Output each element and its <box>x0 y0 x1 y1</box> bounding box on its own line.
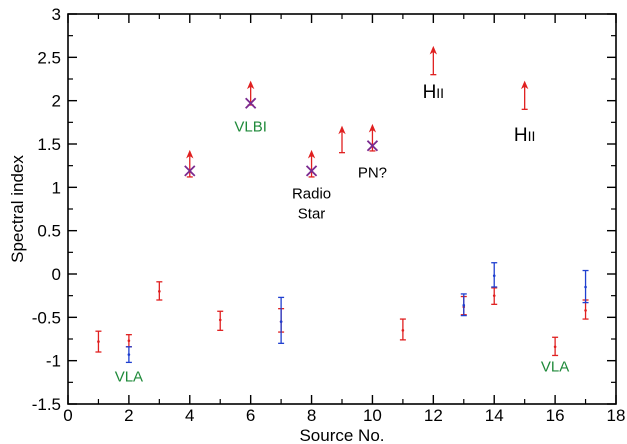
annotation-star: Star <box>298 205 326 222</box>
x-marker-point <box>366 140 379 152</box>
lower-limit-point <box>338 125 346 154</box>
x-marker-stroke <box>245 97 257 109</box>
error-bar-point <box>95 330 102 353</box>
error-bar-point <box>217 310 224 331</box>
data-point <box>279 320 283 323</box>
arrow-up-icon <box>368 123 377 133</box>
annotation-hii-15: HII <box>514 125 536 146</box>
annotations: VLA VLBI Radio Star PN? HII HII VLA <box>115 82 570 385</box>
x-marker-stroke <box>366 140 379 152</box>
error-bar-point <box>125 334 132 348</box>
y-tick-label: 3 <box>52 5 61 24</box>
x-tick-label: 14 <box>485 406 504 425</box>
data-point <box>462 303 466 307</box>
y-tick-label: -1 <box>46 352 61 371</box>
lower-limit-point <box>520 80 529 110</box>
arrow-up-icon <box>246 80 255 90</box>
x-tick-label: 6 <box>246 406 255 425</box>
axis-tick-labels: 0 2 4 6 8 10 12 14 16 18 -1.5 -1 -0.5 0 0.5 1 1.5 2 2.5 3 <box>32 5 626 425</box>
error-bar-point <box>552 336 559 357</box>
annotation-vla-left: VLA <box>115 368 143 385</box>
data-point <box>218 318 222 322</box>
x-tick-label: 2 <box>124 406 133 425</box>
data-point <box>584 309 587 312</box>
lower-limit-point <box>186 149 194 178</box>
y-tick-label: 2 <box>52 92 61 111</box>
x-tick-label: 18 <box>607 406 626 425</box>
data-point <box>401 329 405 332</box>
data-point <box>158 290 161 293</box>
x-marker-point <box>305 165 318 177</box>
x-marker-point <box>245 97 257 109</box>
y-tick-label: 2.5 <box>37 48 61 67</box>
arrow-up-icon <box>429 45 438 55</box>
error-bar-point <box>125 346 132 364</box>
x-marker-point <box>184 165 196 177</box>
error-bar-point <box>582 269 589 304</box>
annotation-hii-12: HII <box>423 82 445 103</box>
annotation-vlbi: VLBI <box>234 119 267 136</box>
data-point <box>492 274 496 278</box>
annotation-radio: Radio <box>292 185 331 202</box>
data-marks <box>95 45 589 364</box>
arrow-up-icon <box>520 80 529 90</box>
x-tick-label: 16 <box>546 406 565 425</box>
data-point <box>97 340 100 343</box>
arrow-up-icon <box>186 149 194 159</box>
x-axis-title: Source No. <box>299 426 384 444</box>
y-tick-label: 0.5 <box>37 222 61 241</box>
y-tick-label: -0.5 <box>32 308 61 327</box>
lower-limit-point <box>307 149 316 178</box>
data-point <box>492 294 496 297</box>
error-bar-point <box>156 281 163 301</box>
arrow-up-icon <box>307 149 316 159</box>
x-marker-stroke <box>184 165 196 177</box>
error-bar-point <box>491 262 498 288</box>
arrow-up-icon <box>338 125 346 135</box>
x-tick-label: 0 <box>63 406 72 425</box>
error-bar-point <box>491 287 498 305</box>
annotation-vla-right: VLA <box>541 359 569 376</box>
data-point <box>553 345 557 349</box>
y-tick-label: -1.5 <box>32 395 61 414</box>
axis-ticks <box>67 13 617 405</box>
data-point <box>127 339 131 343</box>
y-axis-title: Spectral index <box>8 155 27 263</box>
plot-frame <box>67 13 617 405</box>
error-bar-point <box>399 318 406 341</box>
lower-limit-point <box>429 45 438 76</box>
lower-limit-point <box>368 123 377 152</box>
x-tick-label: 4 <box>185 406 194 425</box>
x-tick-label: 10 <box>363 406 382 425</box>
x-tick-label: 12 <box>424 406 443 425</box>
plot-border <box>67 13 617 405</box>
error-bar-point <box>460 293 467 317</box>
x-marker-stroke <box>305 165 318 177</box>
x-tick-label: 8 <box>307 406 316 425</box>
error-bar-point <box>278 296 285 344</box>
data-point <box>584 285 587 289</box>
annotation-pn: PN? <box>358 165 387 182</box>
y-tick-label: 1 <box>52 178 61 197</box>
y-tick-label: 0 <box>52 265 61 284</box>
data-point <box>127 353 131 356</box>
y-tick-label: 1.5 <box>37 135 61 154</box>
